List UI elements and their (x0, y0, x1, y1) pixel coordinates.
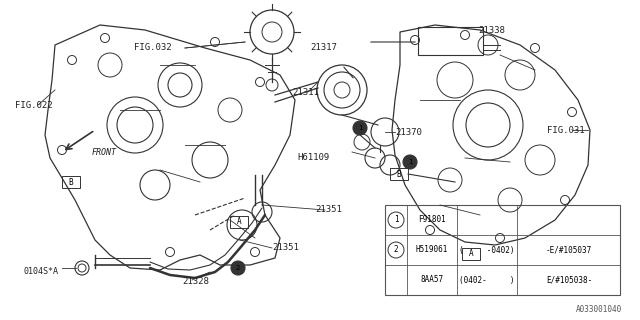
Text: H61109: H61109 (298, 154, 330, 163)
Text: 1: 1 (358, 125, 362, 131)
Text: B: B (397, 170, 401, 179)
Bar (385, 205, 620, 295)
Bar (418, 27, 483, 55)
Text: FIG.022: FIG.022 (15, 100, 52, 109)
Text: 1: 1 (408, 159, 412, 165)
Text: 21317: 21317 (310, 44, 337, 52)
Text: 2: 2 (236, 265, 240, 271)
Text: E/#105038-: E/#105038- (546, 276, 592, 284)
Bar (390, 168, 408, 180)
Text: (0402-     ): (0402- ) (460, 276, 515, 284)
Text: 21370: 21370 (395, 127, 422, 137)
Text: B: B (68, 178, 74, 187)
Text: -E/#105037: -E/#105037 (546, 245, 592, 254)
Text: 21338: 21338 (478, 26, 505, 35)
Text: 21328: 21328 (182, 277, 209, 286)
Circle shape (231, 261, 245, 275)
Text: 0104S*A: 0104S*A (23, 268, 58, 276)
Circle shape (353, 121, 367, 135)
Text: 8AA57: 8AA57 (420, 276, 444, 284)
Text: FRONT: FRONT (92, 148, 117, 156)
Bar (230, 216, 248, 228)
Text: 1: 1 (394, 215, 398, 225)
Text: F91801: F91801 (418, 215, 446, 225)
Text: 21311: 21311 (292, 87, 319, 97)
Text: H519061: H519061 (416, 245, 448, 254)
Text: (     -0402): ( -0402) (460, 245, 515, 254)
Text: 21351: 21351 (315, 205, 342, 214)
Text: FIG.031: FIG.031 (547, 125, 585, 134)
Bar (462, 248, 480, 260)
Text: A: A (468, 250, 474, 259)
Text: FIG.032: FIG.032 (134, 44, 172, 52)
Bar (62, 176, 80, 188)
Text: A033001040: A033001040 (576, 305, 622, 314)
Text: 2: 2 (394, 245, 398, 254)
Text: 21351: 21351 (272, 244, 299, 252)
Circle shape (403, 155, 417, 169)
Text: A: A (237, 218, 241, 227)
